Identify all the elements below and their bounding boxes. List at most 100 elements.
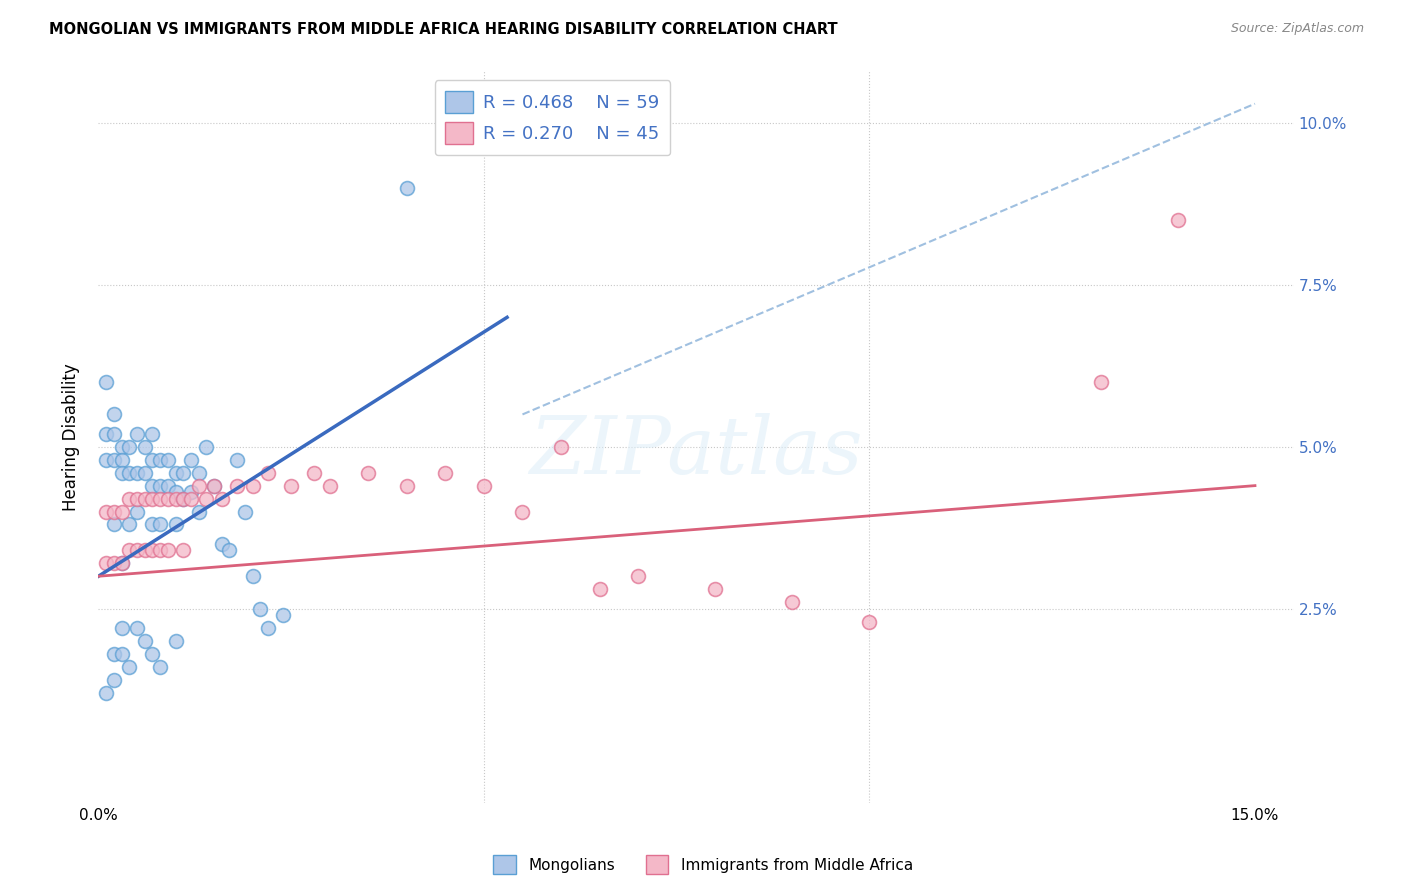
Point [94,426,117,441]
Point [110,452,132,467]
Point [141,426,163,441]
Point [118,440,141,454]
Point [165,634,187,648]
Point [125,491,148,506]
Point [103,673,125,687]
Point [94,452,117,467]
Point [125,504,148,518]
Point [257,466,280,480]
Point [103,408,125,422]
Point [434,466,457,480]
Point [195,491,218,506]
Point [110,557,132,571]
Point [110,466,132,480]
Point [226,478,249,492]
Point [103,426,125,441]
Point [226,452,249,467]
Point [156,491,179,506]
Point [588,582,610,597]
Point [202,478,225,492]
Point [149,452,172,467]
Point [110,557,132,571]
Point [141,647,163,661]
Point [94,375,117,389]
Point [149,491,172,506]
Point [125,466,148,480]
Y-axis label: Hearing Disability: Hearing Disability [62,363,80,511]
Point [156,543,179,558]
Point [211,537,233,551]
Point [218,543,240,558]
Point [1090,375,1112,389]
Legend: Mongolians, Immigrants from Middle Africa: Mongolians, Immigrants from Middle Afric… [486,849,920,880]
Point [172,543,194,558]
Point [134,491,156,506]
Point [704,582,727,597]
Point [858,615,880,629]
Point [118,517,141,532]
Point [118,466,141,480]
Point [118,491,141,506]
Point [187,504,209,518]
Point [395,478,418,492]
Point [134,466,156,480]
Point [249,601,271,615]
Point [304,466,326,480]
Point [125,543,148,558]
Point [1167,213,1189,227]
Point [512,504,534,518]
Point [118,660,141,674]
Point [103,452,125,467]
Point [149,543,172,558]
Text: Source: ZipAtlas.com: Source: ZipAtlas.com [1230,22,1364,36]
Point [257,621,280,635]
Point [550,440,572,454]
Point [172,491,194,506]
Point [180,491,202,506]
Point [165,491,187,506]
Point [110,440,132,454]
Text: ZIPatlas: ZIPatlas [529,413,863,491]
Point [165,517,187,532]
Point [149,478,172,492]
Point [195,440,218,454]
Point [242,569,264,583]
Point [156,452,179,467]
Point [187,466,209,480]
Point [149,660,172,674]
Point [165,466,187,480]
Point [134,440,156,454]
Point [94,686,117,700]
Point [319,478,342,492]
Point [103,557,125,571]
Point [187,478,209,492]
Point [141,478,163,492]
Legend: R = 0.468    N = 59, R = 0.270    N = 45: R = 0.468 N = 59, R = 0.270 N = 45 [434,80,671,155]
Point [202,478,225,492]
Point [211,491,233,506]
Point [118,543,141,558]
Point [172,491,194,506]
Point [233,504,256,518]
Point [103,647,125,661]
Point [110,647,132,661]
Point [627,569,650,583]
Point [472,478,495,492]
Text: MONGOLIAN VS IMMIGRANTS FROM MIDDLE AFRICA HEARING DISABILITY CORRELATION CHART: MONGOLIAN VS IMMIGRANTS FROM MIDDLE AFRI… [49,22,838,37]
Point [165,485,187,500]
Point [180,452,202,467]
Point [125,426,148,441]
Point [395,181,418,195]
Point [149,517,172,532]
Point [134,634,156,648]
Point [110,621,132,635]
Point [357,466,380,480]
Point [125,621,148,635]
Point [782,595,804,609]
Point [94,557,117,571]
Point [103,517,125,532]
Point [273,608,295,623]
Point [134,543,156,558]
Point [141,543,163,558]
Point [242,478,264,492]
